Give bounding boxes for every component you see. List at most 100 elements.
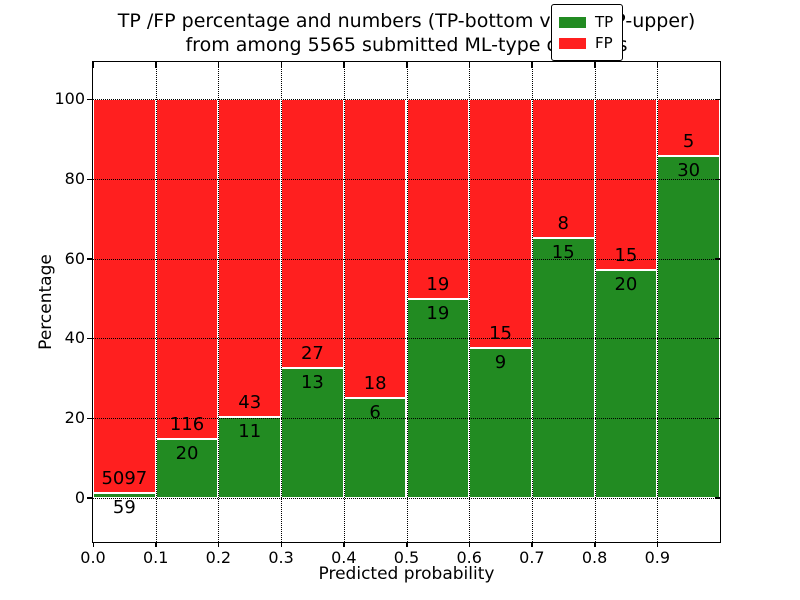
y-tick-left-20 [87, 417, 92, 420]
gridline-v-0.8 [594, 62, 596, 542]
tp-count-label-3: 13 [300, 372, 324, 394]
y-tick-right-0 [715, 497, 720, 499]
x-tick-bottom-0.0 [92, 542, 94, 547]
gridline-v-0.3 [281, 62, 283, 542]
tp-count-label-2: 11 [238, 420, 262, 442]
gridline-v-0.1 [155, 62, 157, 542]
fp-bar-8 [594, 99, 658, 271]
tp-count-label-7: 15 [551, 241, 575, 263]
fp-bar-2 [218, 99, 282, 417]
gridline-v-0.5 [406, 62, 408, 542]
y-tick-left-80 [87, 178, 92, 181]
y-tick-right-100 [715, 98, 720, 101]
tp-count-label-4: 6 [369, 402, 381, 424]
tp-bar-7 [531, 237, 595, 498]
x-tick-label-0.8: 0.8 [581, 548, 608, 567]
tp-bar-9 [657, 156, 720, 498]
fp-bar-0 [93, 99, 156, 494]
x-tick-label-0.5: 0.5 [393, 548, 420, 567]
x-tick-bottom-0.4 [343, 542, 345, 547]
gridline-v-0.9 [657, 62, 659, 542]
tp-count-label-6: 9 [494, 352, 507, 374]
tp-count-label-5: 19 [426, 302, 450, 324]
tp-count-label-1: 20 [175, 443, 199, 465]
gridline-v-0.7 [531, 62, 533, 542]
x-tick-top-0.0 [92, 62, 94, 68]
fp-count-label-1: 116 [169, 414, 205, 436]
x-tick-label-0.1: 0.1 [142, 548, 169, 567]
y-tick-label-80: 80 [64, 169, 85, 189]
fp-count-label-5: 19 [426, 273, 450, 295]
x-tick-bottom-0.1 [155, 542, 157, 547]
fp-count-label-7: 8 [557, 212, 569, 234]
y-tick-label-20: 20 [64, 408, 85, 428]
chart-title-line2: from among 5565 submitted ML-type contac… [185, 34, 628, 56]
legend-swatch-tp [559, 16, 586, 28]
y-tick-label-100: 100 [54, 89, 85, 109]
gridline-v-0.6 [469, 62, 471, 542]
y-tick-left-40 [87, 337, 92, 340]
x-tick-top-0.2 [217, 62, 220, 68]
x-tick-label-0.6: 0.6 [456, 548, 482, 567]
x-tick-bottom-0.7 [531, 542, 533, 547]
y-tick-left-100 [87, 98, 92, 101]
fp-bar-3 [281, 99, 344, 369]
fp-count-label-6: 15 [489, 323, 512, 345]
tp-bar-6 [469, 348, 532, 498]
x-tick-label-0.3: 0.3 [268, 548, 294, 567]
x-tick-label-0.4: 0.4 [331, 548, 357, 567]
y-tick-left-60 [87, 258, 92, 260]
x-tick-top-0.3 [280, 62, 283, 68]
fp-bar-6 [469, 99, 532, 349]
x-tick-top-0.5 [406, 62, 408, 68]
y-tick-label-40: 40 [64, 328, 85, 348]
x-tick-label-0.9: 0.9 [644, 548, 671, 567]
tp-bar-0 [93, 493, 156, 498]
legend-label-tp: TP [595, 13, 614, 31]
plot-area: 5097 59 116 20 43 11 27 13 18 6 19 19 15 9 8 15 15 20 5 30 [87, 61, 721, 547]
y-tick-left-0 [87, 497, 92, 499]
x-tick-top-0.1 [155, 62, 157, 68]
y-tick-label-0: 0 [74, 487, 85, 507]
x-tick-label-0.0: 0.0 [80, 548, 106, 567]
legend-label-fp: FP [595, 34, 613, 52]
tp-count-label-0: 59 [112, 497, 136, 519]
x-tick-bottom-0.2 [217, 542, 220, 547]
fp-count-label-8: 15 [614, 245, 638, 267]
legend-swatch-fp [559, 37, 586, 49]
x-tick-top-0.8 [594, 62, 596, 68]
fp-bar-4 [343, 99, 407, 399]
tp-bar-5 [406, 298, 470, 498]
chart-title: TP /FP percentage and numbers (TP-bottom… [93, 9, 720, 57]
x-tick-bottom-0.8 [594, 542, 596, 547]
x-tick-bottom-0.9 [656, 542, 659, 547]
fp-bar-9 [657, 99, 720, 157]
x-tick-bottom-0.6 [468, 542, 471, 547]
x-tick-bottom-0.5 [406, 542, 408, 547]
fp-count-label-4: 18 [363, 373, 387, 395]
tp-bar-8 [594, 270, 658, 498]
legend-item-fp: FP [559, 34, 613, 52]
x-tick-top-0.7 [531, 62, 533, 68]
gridline-v-0.4 [343, 62, 345, 542]
fp-bar-1 [155, 99, 219, 440]
x-tick-top-0.4 [343, 62, 345, 68]
y-tick-label-60: 60 [64, 248, 85, 268]
x-tick-label-0.7: 0.7 [519, 548, 545, 567]
fp-bar-7 [531, 99, 595, 238]
chart-title-line1: TP /FP percentage and numbers (TP-bottom… [117, 10, 696, 32]
fp-count-label-9: 5 [682, 131, 695, 153]
x-tick-bottom-0.3 [280, 542, 283, 547]
fp-count-label-0: 5097 [101, 468, 148, 490]
tp-count-label-8: 20 [614, 274, 638, 296]
y-tick-right-20 [715, 417, 720, 420]
fp-bar-5 [406, 99, 470, 299]
x-tick-top-0.9 [656, 62, 659, 68]
gridline-v-0.2 [218, 62, 220, 542]
fp-count-label-2: 43 [238, 391, 262, 413]
legend-item-tp: TP [559, 13, 613, 31]
x-axis-label: Predicted probability [318, 564, 495, 584]
x-tick-top-0.6 [468, 62, 471, 68]
y-tick-right-80 [715, 178, 720, 181]
